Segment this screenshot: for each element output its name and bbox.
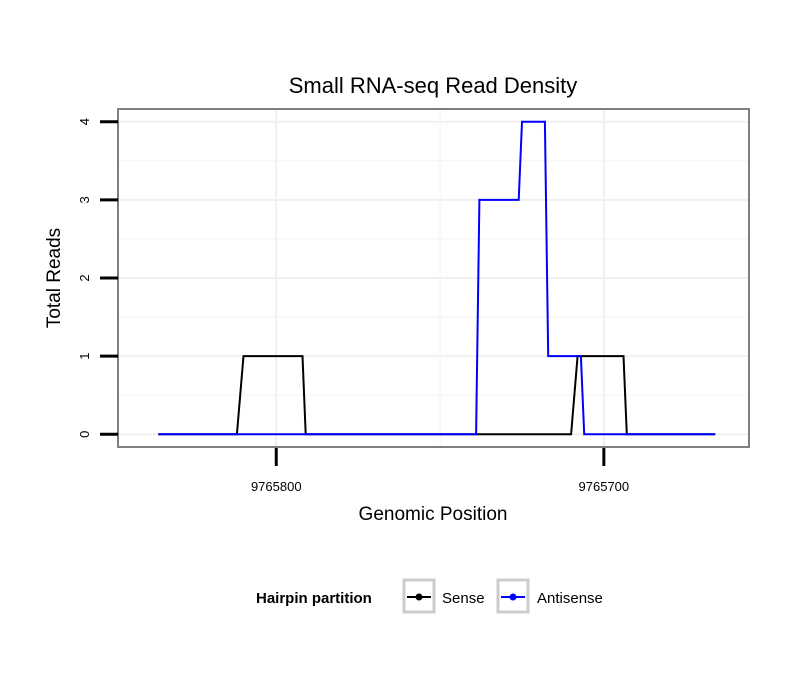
legend: Hairpin partition Sense Antisense [256,580,603,612]
x-tick-label: 9765700 [579,479,630,494]
legend-key-sense-dot [416,594,423,601]
x-axis-label: Genomic Position [359,504,508,525]
read-density-chart: Small RNA-seq Read Density 0 1 2 3 4 9765800 9… [0,0,810,690]
legend-title: Hairpin partition [256,590,372,607]
y-tick-label: 1 [77,352,92,359]
y-tick-label: 3 [77,196,92,203]
x-tick-label: 9765800 [251,479,302,494]
y-tick-label: 4 [77,118,92,125]
chart-title: Small RNA-seq Read Density [289,73,578,98]
y-tick-label: 2 [77,274,92,281]
y-axis-label: Total Reads [44,228,65,328]
y-tick-label: 0 [77,431,92,438]
legend-label-sense: Sense [442,590,485,607]
grid-lines [119,110,748,446]
legend-key-antisense-dot [510,594,517,601]
legend-label-antisense: Antisense [537,590,603,607]
